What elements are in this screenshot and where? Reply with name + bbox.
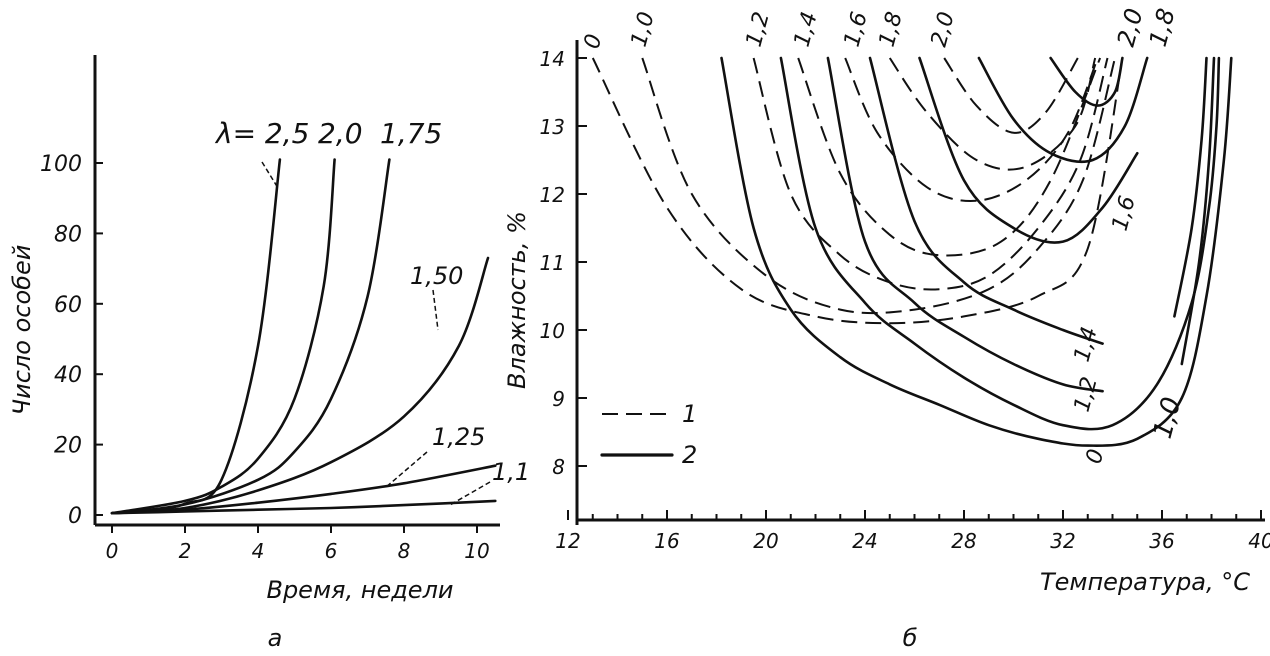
panel-b-x-tick-label: 32: [1050, 529, 1075, 553]
panel-b-x-axis-label: Температура, °С: [1040, 568, 1250, 596]
panel-b-solid-series-line: [918, 56, 1139, 244]
panel-b-dashed-series-line: [591, 57, 1124, 325]
panel-b-series-label: 1,4: [1070, 324, 1103, 364]
panel-b-dashed-series-line: [752, 57, 1109, 291]
panel-a-series-label: 1,50: [410, 262, 463, 290]
panel-b-legend: 1 2: [600, 400, 697, 469]
panel-b-series-label: 1,8: [1144, 5, 1181, 49]
panel-b-series-label: 1,6: [1108, 193, 1141, 233]
panel-a-y-tick-label: 20: [54, 434, 82, 459]
panel-a-label: а: [268, 624, 283, 652]
panel-b-label: б: [903, 624, 918, 652]
legend-label-2: 2: [682, 441, 697, 469]
panel-a-series-line: [110, 158, 391, 515]
panel-a-series-line: [110, 499, 497, 515]
panel-b-y-tick-label: 8: [552, 455, 565, 479]
panel-a-y-tick-label: 80: [54, 222, 82, 247]
panel-a-series-line: [110, 158, 336, 515]
panel-a-y-tick-label: 60: [54, 293, 82, 318]
panel-b-x-tick-label: 28: [951, 529, 976, 553]
panel-b-series-label: 1,4: [790, 9, 823, 49]
panel-b-y-tick-label: 13: [540, 115, 565, 139]
panel-b-dashed-series-line: [943, 57, 1079, 134]
panel-b-x-tick-label: 16: [654, 529, 679, 553]
panel-a-x-tick-label: 0: [106, 539, 119, 563]
panel-b-solid-series-line: [826, 56, 1104, 393]
panel-b-series-label: 1,2: [1070, 374, 1103, 414]
panel-a-y-tick-label: 100: [40, 152, 82, 177]
legend-label-1: 1: [682, 400, 697, 428]
panel-b-series-label: 2,0: [927, 9, 960, 49]
panel-b-dashed-series-line: [641, 57, 1116, 315]
panel-a-y-axis-label: Число особей: [8, 245, 36, 416]
panel-a-series-label: 1,25: [432, 423, 485, 451]
panel-b-solid-series-line: [977, 56, 1149, 164]
panel-b-dashed-series-line: [888, 57, 1097, 171]
panel-b-series-label: 0: [580, 32, 608, 52]
panel-b-series-label: 0: [1082, 447, 1110, 467]
panel-a-x-axis-label: Время, недели: [266, 576, 453, 604]
panel-a-series-label: λ= 2,5: [214, 117, 309, 150]
panel-b-y-tick-label: 14: [540, 47, 565, 71]
panel-b-x-tick-label: 36: [1149, 529, 1174, 553]
panel-a-label-pointer: [261, 161, 279, 189]
panel-b-dashed-series-line: [797, 57, 1102, 257]
panel-a-label-pointer: [432, 289, 439, 331]
panel-a-y-tick-label: 0: [68, 504, 82, 529]
panel-a-x-tick-label: 8: [398, 539, 411, 563]
panel-b-chart: 1216202428323640891011121314 01,01,21,41…: [503, 5, 1270, 652]
panel-b-solid-series-line: [1180, 56, 1216, 366]
panel-b-solid-series-line: [1173, 56, 1208, 318]
panel-a-series-label: 1,1: [492, 458, 530, 486]
panel-b-series-label: 1,8: [875, 9, 908, 49]
panel-b-y-tick-label: 11: [540, 251, 565, 275]
panel-b-series-label: 1,6: [840, 9, 873, 49]
panel-b-y-tick-label: 10: [540, 319, 565, 343]
panel-b-x-tick-label: 12: [555, 529, 580, 553]
panel-a-x-tick-label: 6: [325, 539, 338, 563]
panel-a-y-tick-label: 40: [54, 363, 82, 388]
panel-a-label-pointer: [384, 451, 428, 489]
panel-a-x-tick-label: 2: [179, 539, 192, 563]
panel-a-series-label: 1,75: [380, 117, 442, 150]
panel-b-y-tick-label: 12: [540, 183, 565, 207]
panel-b-x-tick-label: 40: [1248, 529, 1270, 553]
panel-a-x-tick-label: 10: [464, 539, 489, 563]
panel-b-solid-series-line: [720, 56, 1233, 447]
panel-b-y-tick-label: 9: [552, 387, 565, 411]
panel-b-series-label: 1,0: [627, 9, 660, 49]
panel-b-solid-series-line: [1049, 56, 1124, 107]
panel-b-series-label: 1,2: [742, 9, 775, 49]
panel-b-x-tick-label: 24: [852, 529, 877, 553]
panel-a-series-label: 2,0: [318, 117, 363, 150]
panel-b-solid-series-line: [868, 56, 1104, 345]
panel-a-series-line: [110, 256, 490, 515]
panel-b-x-tick-label: 20: [753, 529, 778, 553]
panel-a-x-tick-label: 4: [252, 539, 265, 563]
panel-b-y-axis-label: Влажность, %: [503, 211, 531, 389]
panel-a-series-line: [110, 464, 497, 515]
panel-b-dashed-series-line: [844, 57, 1099, 202]
panel-a-series-line: [110, 158, 282, 515]
panel-b-solid-series-line: [779, 56, 1221, 431]
